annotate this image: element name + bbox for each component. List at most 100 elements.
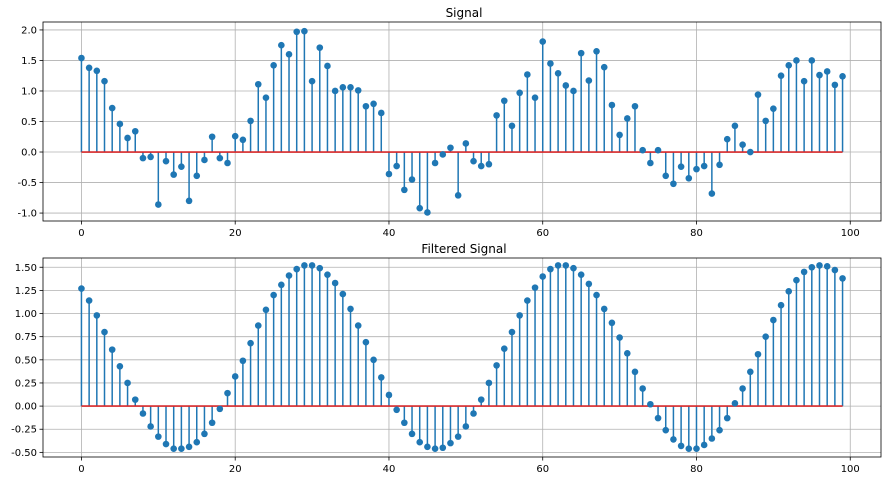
signal-stem-marker — [462, 140, 470, 147]
filtered-stem-marker — [124, 379, 131, 387]
signal-stem-marker — [623, 115, 631, 122]
filtered-xtick-label: 100 — [841, 464, 860, 475]
filtered-stem-marker — [147, 423, 154, 430]
signal-xtick-label: 0 — [78, 228, 84, 239]
filtered-axes-frame — [42, 257, 882, 458]
signal-stem-marker — [324, 62, 331, 70]
filtered-stem-marker — [647, 400, 654, 408]
signal-stem-marker — [447, 144, 454, 152]
signal-stem-marker — [577, 49, 585, 57]
filtered-stem-marker — [178, 445, 185, 452]
signal-stem-marker — [362, 102, 370, 110]
filtered-stem-marker — [331, 279, 339, 287]
filtered-stem-marker — [193, 438, 201, 446]
signal-stem-marker — [500, 97, 508, 105]
filtered-stem-marker — [539, 273, 547, 280]
filtered-stem-marker — [377, 374, 385, 381]
filtered-stem-marker — [170, 445, 177, 452]
filtered-stem-marker — [570, 264, 577, 272]
filtered-stem-marker — [500, 345, 508, 353]
signal-stem-marker — [747, 148, 754, 156]
signal-xtick-label: 20 — [229, 228, 242, 239]
signal-stem-marker — [231, 132, 239, 140]
signal-title: Signal — [446, 6, 483, 20]
filtered-stem-marker — [508, 328, 516, 336]
filtered-stem-marker — [785, 288, 793, 295]
filtered-ytick-label: 1.50 — [15, 263, 37, 274]
filtered-stem-marker — [762, 333, 769, 340]
signal-ytick-label: 2.0 — [21, 25, 37, 36]
filtered-ytick-label: 0.50 — [15, 355, 37, 366]
filtered-stem-marker — [800, 268, 808, 276]
filtered-stem-marker — [416, 438, 424, 446]
filtered-stem-marker — [770, 316, 777, 324]
filtered-stem-marker — [554, 262, 562, 269]
signal-stem-marker — [516, 89, 523, 97]
signal-stem-marker — [270, 62, 277, 69]
filtered-stem-marker — [585, 280, 593, 288]
filtered-stem-marker — [839, 275, 846, 282]
filtered-stem-marker — [301, 262, 308, 269]
signal-stem-marker — [316, 44, 324, 51]
filtered-signal-axes: Filtered Signal 0 20 40 60 80 100 -0.50 -0.25 0.… — [11, 242, 882, 475]
filtered-stem-marker — [447, 439, 454, 447]
filtered-stem-marker — [716, 426, 723, 434]
filtered-stem-marker — [816, 262, 823, 269]
signal-stem-marker — [647, 159, 654, 167]
filtered-stem-marker — [493, 362, 500, 369]
signal-stem-marker — [377, 109, 385, 117]
signal-stem-marker — [454, 192, 462, 199]
filtered-stem-marker — [216, 405, 224, 413]
filtered-stem-marker — [347, 305, 354, 313]
signal-stem-marker — [78, 54, 85, 62]
signal-stem-marker — [116, 120, 124, 128]
signal-stem-marker — [101, 77, 108, 85]
filtered-stem-marker — [324, 271, 331, 278]
filtered-stem-marker — [631, 368, 639, 376]
filtered-stem-marker — [208, 419, 216, 427]
signal-stem-marker — [139, 154, 147, 162]
signal-stem-marker — [401, 186, 408, 194]
filtered-stem-marker — [362, 338, 370, 346]
signal-stem-marker — [631, 102, 639, 110]
signal-stem-marker — [816, 71, 823, 79]
filtered-stem-marker — [354, 322, 362, 329]
signal-stem-marker — [762, 117, 769, 125]
signal-stem-marker — [716, 161, 723, 169]
filtered-stem-marker — [401, 419, 408, 427]
signal-stem-marker — [693, 165, 700, 173]
signal-stem-marker — [570, 87, 577, 95]
signal-ytick-label: 0.5 — [21, 117, 37, 128]
filtered-stem-marker — [424, 443, 431, 451]
filtered-stem-marker — [85, 297, 93, 304]
filtered-stem-marker — [747, 368, 754, 376]
filtered-stem-marker — [654, 414, 662, 422]
signal-stem-marker — [777, 72, 785, 80]
signal-xtick-label: 40 — [383, 228, 396, 239]
filtered-stem-marker — [101, 328, 108, 336]
filtered-stem-marker — [477, 396, 485, 403]
filtered-stem-marker — [470, 410, 477, 417]
filtered-xtick-label: 20 — [229, 464, 242, 475]
signal-stem-marker — [477, 162, 485, 170]
signal-stem-marker — [539, 38, 547, 45]
filtered-stem-marker — [623, 350, 631, 357]
filtered-stem-marker — [431, 445, 439, 452]
filtered-stem-marker — [600, 305, 608, 313]
signal-stem-marker — [339, 84, 347, 91]
filtered-ytick-label: -0.50 — [11, 448, 37, 459]
signal-stem-marker — [439, 151, 447, 158]
filtered-stem-marker — [308, 262, 316, 269]
signal-axes: Signal 0 20 40 60 80 100 -1.0 -0.5 0.0 0.5 1.0 1.5 2… — [17, 6, 882, 239]
filtered-stem-marker — [231, 373, 239, 380]
filtered-stem-marker — [139, 410, 147, 417]
filtered-stem-marker — [201, 430, 208, 438]
signal-stem-marker — [178, 163, 185, 170]
filtered-stem-marker — [831, 266, 839, 274]
filtered-stem-marker — [700, 441, 708, 449]
signal-xtick-label: 80 — [690, 228, 703, 239]
filtered-stem-marker — [639, 385, 646, 392]
filtered-stem-marker — [670, 436, 677, 443]
filtered-stem-marker — [823, 263, 831, 270]
